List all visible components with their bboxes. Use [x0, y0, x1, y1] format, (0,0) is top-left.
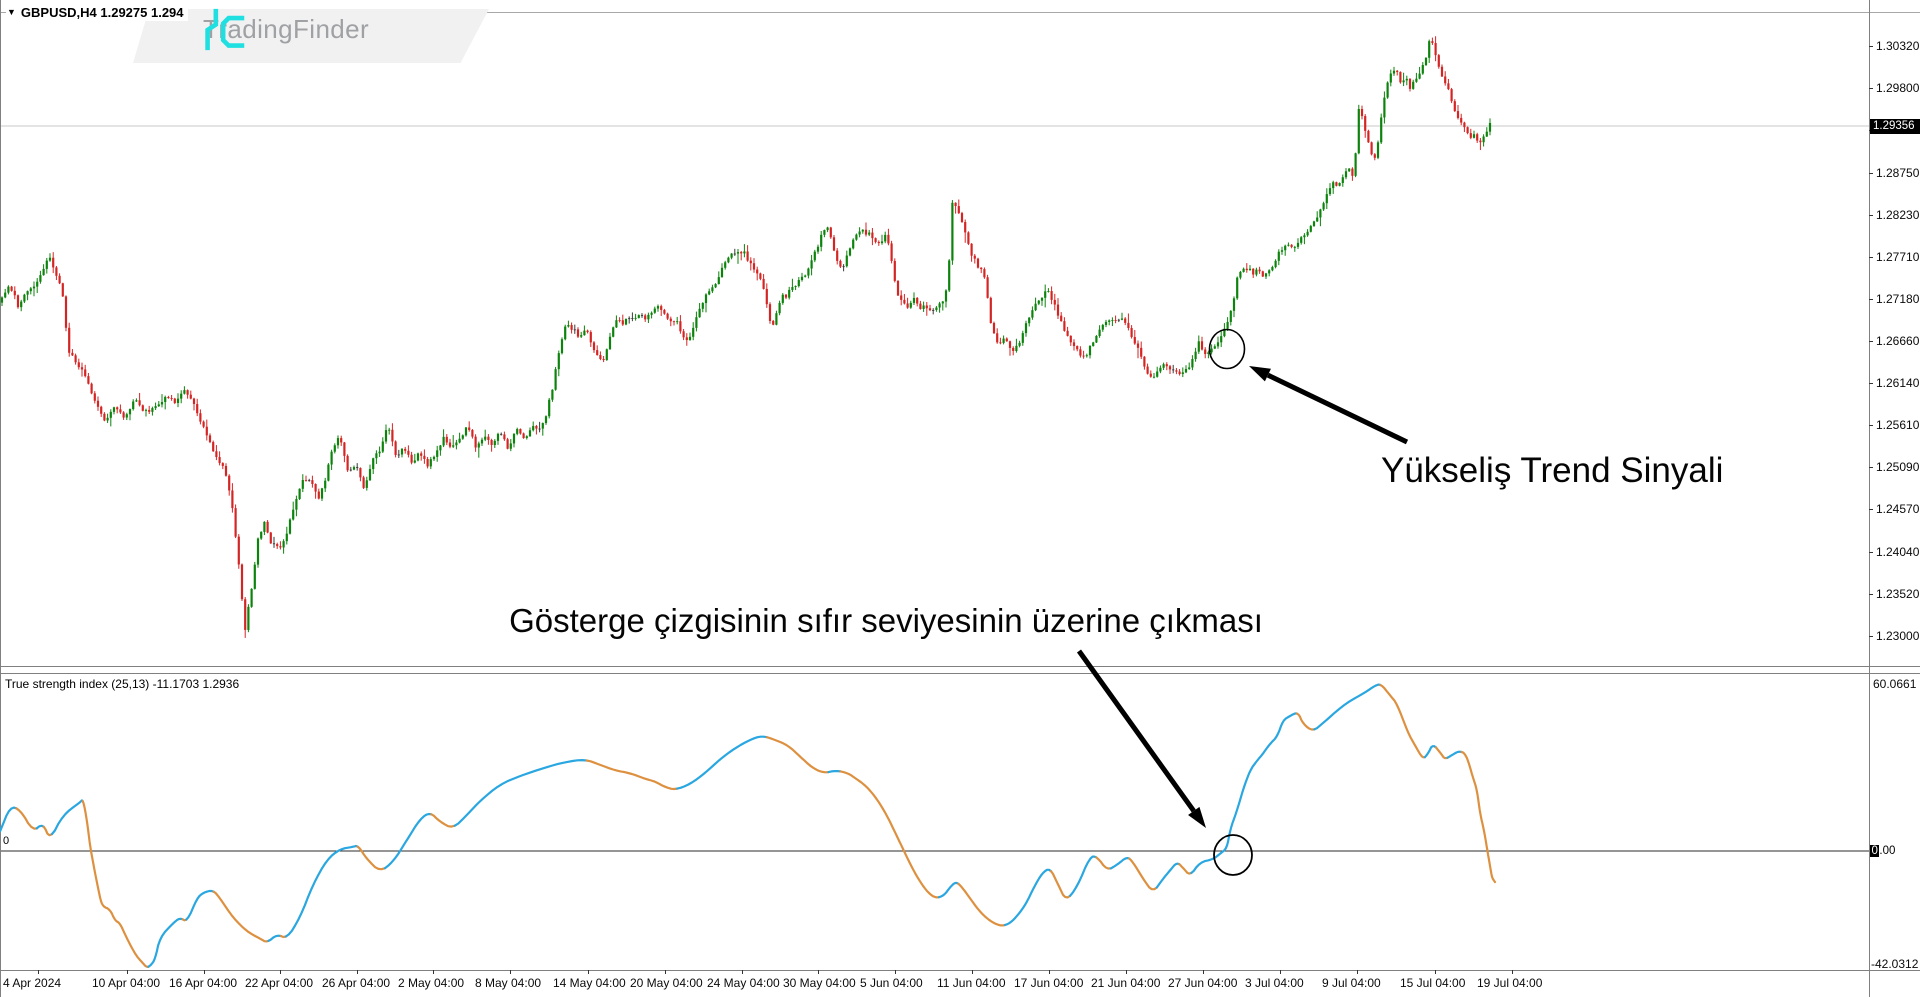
time-axis-tick — [818, 970, 819, 974]
symbol-dropdown-icon[interactable]: ▼ — [7, 6, 16, 17]
price-axis-tick — [1869, 173, 1873, 174]
price-axis-label: 1.27710 — [1876, 250, 1920, 264]
tsi-line-layer — [0, 683, 1497, 969]
time-axis-border — [0, 970, 1920, 971]
main-chart-canvas[interactable] — [0, 12, 1869, 666]
price-axis-tick — [1869, 383, 1873, 384]
time-axis-tick — [588, 970, 589, 974]
time-axis-tick — [204, 970, 205, 974]
time-axis-tick — [357, 970, 358, 974]
time-axis-label: 11 Jun 04:00 — [937, 976, 1006, 990]
chart-left-border — [0, 0, 1, 997]
time-axis-label: 19 Jul 04:00 — [1477, 976, 1543, 990]
time-axis-label: 24 May 04:00 — [707, 976, 780, 990]
time-axis-label: 26 Apr 04:00 — [322, 976, 391, 990]
price-axis-label: 1.25610 — [1876, 418, 1920, 432]
price-axis-tick — [1869, 552, 1873, 553]
price-axis-label: 1.24040 — [1876, 545, 1920, 559]
price-axis-tick — [1869, 215, 1873, 216]
price-axis-label: 1.29800 — [1876, 81, 1920, 95]
symbol-label: GBPUSD,H4 1.29275 1.294 — [20, 5, 184, 20]
price-axis-tick — [1869, 299, 1873, 300]
time-axis-tick — [280, 970, 281, 974]
time-axis-tick — [1357, 970, 1358, 974]
price-axis-label: 1.26660 — [1876, 334, 1920, 348]
price-axis-tick — [1869, 594, 1873, 595]
tsi-zero-tag-box: 0 — [1870, 845, 1880, 857]
time-axis-label: 3 Jul 04:00 — [1245, 976, 1304, 990]
price-axis-tick — [1869, 88, 1873, 89]
price-axis-tick — [1869, 636, 1873, 637]
tsi-max-label: 60.0661 — [1873, 677, 1917, 691]
symbol-info[interactable]: ▼ GBPUSD,H4 1.29275 1.294 — [6, 4, 188, 21]
time-axis-label: 15 Jul 04:00 — [1400, 976, 1466, 990]
price-axis-label: 1.24570 — [1876, 502, 1920, 516]
price-axis-label: 1.27180 — [1876, 292, 1920, 306]
time-axis-tick — [1126, 970, 1127, 974]
chart-top-border — [0, 12, 1920, 13]
price-axis-tick — [1869, 467, 1873, 468]
price-axis-label: 1.25090 — [1876, 460, 1920, 474]
time-axis-tick — [510, 970, 511, 974]
tsi-zero-tag: 0.00 — [1870, 845, 1895, 858]
time-axis-tick — [1049, 970, 1050, 974]
tsi-zero-left-label: 0 — [3, 835, 10, 847]
tsi-min-label: -42.0312 — [1871, 957, 1919, 971]
watermark-band — [133, 9, 489, 63]
time-axis-tick — [895, 970, 896, 974]
time-axis-tick — [1512, 970, 1513, 974]
price-axis-label: 1.28750 — [1876, 166, 1920, 180]
time-axis-label: 2 May 04:00 — [398, 976, 465, 990]
price-axis-tick — [1869, 341, 1873, 342]
time-axis-label: 8 May 04:00 — [475, 976, 542, 990]
price-axis-label: 1.23000 — [1876, 629, 1920, 643]
price-axis-tick — [1869, 46, 1873, 47]
time-axis-tick — [127, 970, 128, 974]
panel-separator-top[interactable] — [0, 666, 1920, 667]
time-axis-label: 21 Jun 04:00 — [1091, 976, 1161, 990]
time-axis-label: 5 Jun 04:00 — [860, 976, 923, 990]
time-axis-tick — [1203, 970, 1204, 974]
current-price-tag: 1.29356 — [1870, 119, 1920, 134]
tsi-zero-tag-rest: .00 — [1879, 845, 1896, 857]
price-axis-tick — [1869, 257, 1873, 258]
annotation-trend-signal: Yükseliş Trend Sinyali — [1381, 451, 1724, 490]
time-axis-tick — [1435, 970, 1436, 974]
time-axis-label: 30 May 04:00 — [783, 976, 856, 990]
time-axis-tick — [972, 970, 973, 974]
time-axis-tick — [742, 970, 743, 974]
price-axis-label: 1.23520 — [1876, 587, 1920, 601]
panel-separator-bottom[interactable] — [0, 673, 1920, 674]
time-axis-tick — [433, 970, 434, 974]
time-axis-label: 17 Jun 04:00 — [1014, 976, 1084, 990]
indicator-label: True strength index (25,13) -11.1703 1.2… — [5, 677, 243, 692]
candles-layer — [0, 36, 1492, 638]
time-axis-label: 16 Apr 04:00 — [169, 976, 238, 990]
time-axis-label: 27 Jun 04:00 — [1168, 976, 1238, 990]
time-axis-tick — [665, 970, 666, 974]
time-axis-label: 22 Apr 04:00 — [245, 976, 314, 990]
tsi-indicator-canvas[interactable] — [0, 673, 1869, 970]
price-axis-label: 1.30320 — [1876, 39, 1920, 53]
tradingfinder-logo: TradingFinder — [203, 8, 369, 50]
time-axis-label: 4 Apr 2024 — [3, 976, 62, 990]
time-axis-label: 20 May 04:00 — [630, 976, 703, 990]
time-axis-label: 9 Jul 04:00 — [1322, 976, 1381, 990]
time-axis-tick — [38, 970, 39, 974]
time-axis-label: 10 Apr 04:00 — [92, 976, 161, 990]
time-axis-tick — [1280, 970, 1281, 974]
price-axis-label: 1.26140 — [1876, 376, 1920, 390]
price-axis-tick — [1869, 425, 1873, 426]
price-axis-tick — [1869, 509, 1873, 510]
price-axis-label: 1.28230 — [1876, 208, 1920, 222]
annotation-zero-cross: Gösterge çizgisinin sıfır seviyesinin üz… — [509, 602, 1263, 639]
tradingfinder-logo-icon — [205, 8, 245, 50]
time-axis-label: 14 May 04:00 — [553, 976, 626, 990]
chart-right-border — [1869, 0, 1870, 997]
